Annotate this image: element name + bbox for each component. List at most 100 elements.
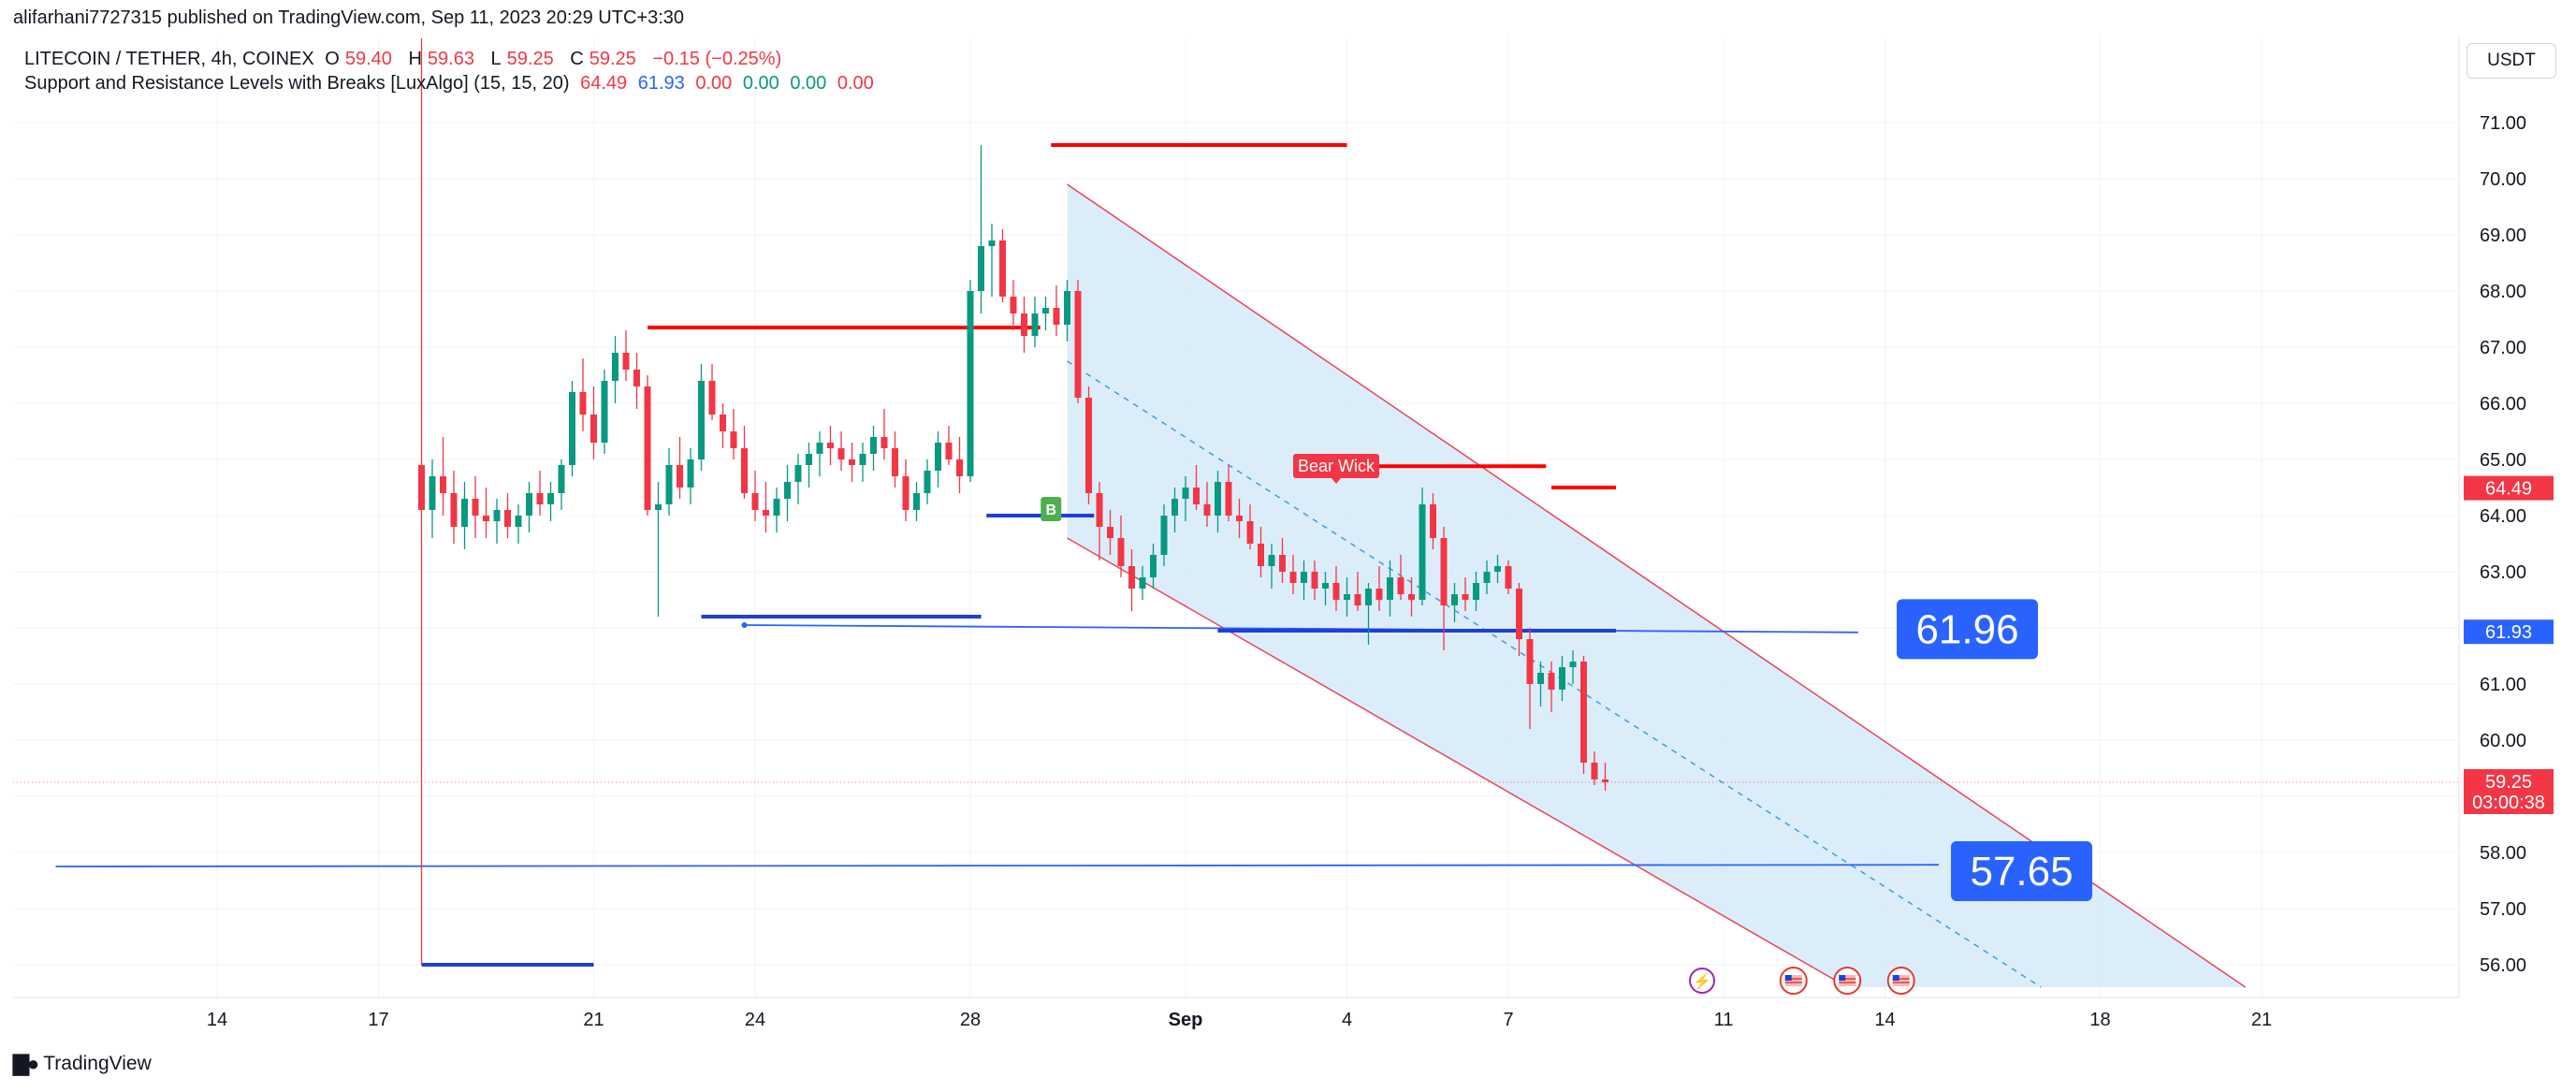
us-flag-canton xyxy=(1892,975,1899,981)
candle-body xyxy=(1516,589,1522,639)
candle-body xyxy=(1332,583,1340,600)
channel-mid-dashed-line xyxy=(1067,360,2042,988)
candle-body xyxy=(708,381,716,415)
candle-body xyxy=(945,443,953,459)
symbol-name[interactable]: LITECOIN / TETHER, 4h, COINEX xyxy=(24,49,314,69)
y-tick-label: 58.00 xyxy=(2480,843,2526,864)
candle-body xyxy=(1462,594,1469,600)
candle-body xyxy=(687,459,694,488)
candle-body xyxy=(1526,639,1534,684)
y-tick-label: 71.00 xyxy=(2480,113,2526,134)
ohlc-low: L 59.25 xyxy=(490,49,554,69)
y-tick-label: 65.00 xyxy=(2480,450,2526,471)
indicator-value-resistance: 64.49 xyxy=(580,73,628,94)
last-price-label-box xyxy=(2464,769,2554,814)
candle-body xyxy=(579,392,587,415)
indicator-value-4: 0.00 xyxy=(742,73,779,94)
candle-body xyxy=(913,493,920,510)
lightning-icon: ⚡ xyxy=(1693,972,1711,990)
candle-body xyxy=(536,493,544,504)
candle-body xyxy=(1021,313,1027,336)
candles xyxy=(418,38,1608,965)
x-tick-label: 21 xyxy=(2251,1010,2272,1030)
indicator-value-support: 61.93 xyxy=(637,73,685,94)
economic-event-icon xyxy=(1886,967,1915,995)
candle-body xyxy=(1301,572,1307,583)
candle-body xyxy=(677,465,683,488)
big-price-label: 57.65 xyxy=(1970,849,2073,895)
tradingview-logo-icon: ▇● xyxy=(13,1052,39,1075)
last-price-label: 59.25 xyxy=(2485,772,2532,793)
candle-body xyxy=(1268,555,1275,566)
candle-body xyxy=(569,392,575,465)
candle-body xyxy=(493,510,501,521)
candle-body xyxy=(978,246,984,291)
candle-body xyxy=(988,240,996,246)
bear-wick-label-box xyxy=(1293,454,1379,478)
candle-body xyxy=(440,476,446,493)
tradingview-logo[interactable]: ▇● TradingView xyxy=(13,1052,152,1076)
candle-body xyxy=(870,437,877,454)
candle-body xyxy=(741,448,748,493)
candle-body xyxy=(590,415,597,443)
x-tick-label: 21 xyxy=(583,1010,604,1030)
bear-wick-label-pointer xyxy=(1332,478,1341,484)
indicator-name[interactable]: Support and Resistance Levels with Break… xyxy=(24,73,570,94)
horizontal-ray-line xyxy=(744,624,1858,633)
candle-body xyxy=(1602,779,1608,782)
big-price-label-box xyxy=(1897,599,2038,660)
candle-body xyxy=(1344,594,1350,600)
candle-body xyxy=(1322,583,1329,589)
indicator-value-6: 0.00 xyxy=(837,73,874,94)
candle-body xyxy=(806,454,812,465)
x-tick-label: 11 xyxy=(1714,1010,1734,1030)
us-flag-canton xyxy=(1784,975,1792,981)
axis-price-label-box xyxy=(2464,475,2554,501)
candle-body xyxy=(773,499,780,516)
y-tick-label: 61.00 xyxy=(2480,675,2526,695)
x-tick-label: 17 xyxy=(368,1010,388,1030)
candle-body xyxy=(730,431,737,448)
x-tick-label: 24 xyxy=(745,1010,765,1030)
candle-body xyxy=(515,516,522,527)
candle-body xyxy=(429,476,436,510)
candle-body xyxy=(880,437,888,448)
y-tick-label: 64.00 xyxy=(2480,506,2526,527)
currency-button[interactable]: USDT xyxy=(2467,43,2556,79)
candle-body xyxy=(1139,577,1146,589)
candle-body xyxy=(461,499,468,527)
candle-body xyxy=(751,493,759,510)
symbol-legend: LITECOIN / TETHER, 4h, COINEX O 59.40 H 59… xyxy=(24,49,787,70)
candle-body xyxy=(935,443,941,471)
ohlc-close: C 59.25 xyxy=(570,49,636,69)
candle-body xyxy=(655,504,662,510)
annotations: Bear Wick B 61.96 57.65 ⚡ xyxy=(1041,454,2092,995)
indicator-value-5: 0.00 xyxy=(790,73,827,94)
big-price-label: 61.96 xyxy=(1915,606,2018,652)
bear-wick-label: Bear Wick xyxy=(1298,457,1375,475)
candle-body xyxy=(1031,313,1039,336)
candle-body xyxy=(892,448,898,476)
x-tick-label: 14 xyxy=(207,1010,227,1030)
candle-body xyxy=(837,448,845,459)
indicator-value-3: 0.00 xyxy=(695,73,733,94)
candle-body xyxy=(967,291,974,476)
candle-body xyxy=(1494,566,1501,572)
y-tick-label: 68.00 xyxy=(2480,282,2526,302)
dividends-event-icon xyxy=(1689,968,1715,994)
us-flag-canton xyxy=(1839,975,1846,981)
candle-body xyxy=(1473,583,1479,600)
candle-body xyxy=(1580,662,1587,763)
candle-body xyxy=(1311,572,1318,589)
candle-body xyxy=(1182,488,1189,499)
candle-body xyxy=(1505,566,1512,589)
y-tick-label: 70.00 xyxy=(2480,169,2526,190)
candle-body xyxy=(1085,398,1092,493)
candle-body xyxy=(1193,488,1200,504)
tradingview-logo-text: TradingView xyxy=(43,1053,152,1074)
candle-body xyxy=(418,465,425,510)
candle-body xyxy=(526,493,532,516)
big-price-label-box xyxy=(1951,841,2092,901)
